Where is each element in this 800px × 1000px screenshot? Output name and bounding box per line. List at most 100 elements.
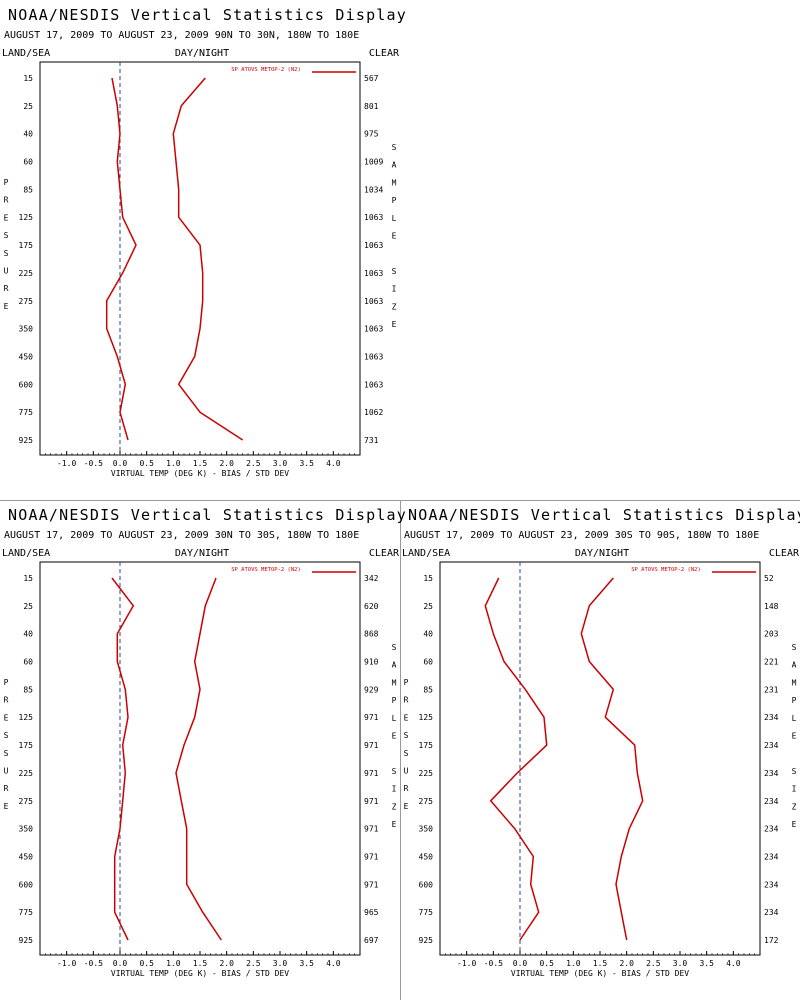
sample-size-label: 1063 <box>364 269 383 278</box>
y-axis-label-letter: R <box>4 696 9 705</box>
sample-size-label-letter: S <box>392 643 397 652</box>
sample-size-label-letter: E <box>792 732 797 741</box>
sample-size-label-letter: M <box>392 178 397 187</box>
pressure-level-label: 40 <box>423 630 433 639</box>
pressure-level-label: 15 <box>423 574 433 583</box>
x-axis-label: VIRTUAL TEMP (DEG K) - BIAS / STD DEV <box>111 969 289 978</box>
sample-size-label-letter: E <box>392 820 397 829</box>
sample-size-label: 221 <box>764 658 779 667</box>
y-axis-label-letter: S <box>4 249 9 258</box>
sample-size-label-letter: P <box>392 196 397 205</box>
x-axis-label: VIRTUAL TEMP (DEG K) - BIAS / STD DEV <box>511 969 689 978</box>
sample-size-label-letter: S <box>392 767 397 776</box>
x-tick-label: 3.0 <box>673 959 688 968</box>
sample-size-label-letter: L <box>392 214 397 223</box>
sample-size-label: 971 <box>364 713 379 722</box>
y-axis-label-letter: E <box>4 713 9 722</box>
sample-size-label: 52 <box>764 574 774 583</box>
bias-line <box>484 577 548 941</box>
y-axis-label-letter: E <box>4 302 9 311</box>
y-axis-label-letter: E <box>404 713 409 722</box>
legend-label: SP ATOVS METOP-2 (N2) <box>231 67 301 73</box>
pressure-level-label: 60 <box>23 658 33 667</box>
sample-size-label-letter: E <box>392 232 397 241</box>
pressure-level-label: 600 <box>19 380 34 389</box>
pressure-level-label: 25 <box>23 602 33 611</box>
sample-size-label: 1063 <box>364 325 383 334</box>
y-axis-label-letter: S <box>4 231 9 240</box>
pressure-level-label: 225 <box>19 769 34 778</box>
y-axis-label-letter: S <box>404 749 409 758</box>
y-axis-label-letter: U <box>404 767 409 776</box>
pressure-level-label: 775 <box>19 408 34 417</box>
x-tick-label: -0.5 <box>484 959 503 968</box>
vertical-divider <box>400 500 401 1000</box>
sample-size-label-letter: L <box>792 714 797 723</box>
sample-size-label-letter: I <box>392 785 397 794</box>
plot-frame <box>39 61 361 456</box>
x-tick-label: 1.0 <box>166 959 181 968</box>
x-tick-label: 0.0 <box>113 459 128 468</box>
sample-size-label: 231 <box>764 685 779 694</box>
sample-size-label-letter: P <box>392 696 397 705</box>
pressure-level-label: 450 <box>19 352 34 361</box>
sample-size-label: 1009 <box>364 158 383 167</box>
sample-size-label: 971 <box>364 852 379 861</box>
sample-size-label-letter: A <box>392 161 397 170</box>
sample-size-label-letter: E <box>392 320 397 329</box>
panel-30n-30s: NOAA/NESDIS Vertical Statistics Display A… <box>0 500 406 1000</box>
pressure-level-label: 350 <box>19 325 34 334</box>
pressure-level-label: 40 <box>23 130 33 139</box>
pressure-level-label: 125 <box>19 713 34 722</box>
x-tick-label: 4.0 <box>326 959 341 968</box>
pressure-level-label: 925 <box>419 936 434 945</box>
x-tick-label: 3.5 <box>699 959 714 968</box>
pressure-level-label: 450 <box>19 852 34 861</box>
x-tick-label: 2.0 <box>219 459 234 468</box>
x-tick-label: -1.0 <box>57 959 76 968</box>
pressure-level-label: 85 <box>23 685 33 694</box>
x-tick-label: 0.5 <box>139 459 154 468</box>
y-axis-label-letter: E <box>4 213 9 222</box>
sample-size-label: 971 <box>364 825 379 834</box>
header-day-night: DAY/NIGHT <box>175 48 229 59</box>
sample-size-label: 234 <box>764 852 779 861</box>
sample-size-label: 971 <box>364 797 379 806</box>
sample-size-label-letter: I <box>392 285 397 294</box>
header-clear: CLEAR <box>369 48 400 59</box>
pressure-level-label: 450 <box>419 852 434 861</box>
pressure-level-label: 600 <box>419 880 434 889</box>
pressure-level-label: 40 <box>23 630 33 639</box>
x-tick-label: 1.5 <box>193 459 208 468</box>
chart-title: NOAA/NESDIS Vertical Statistics Display <box>8 6 407 24</box>
chart-90n-30n: NOAA/NESDIS Vertical Statistics Display A… <box>2 6 406 478</box>
y-axis-label-letter: U <box>4 767 9 776</box>
sample-size-label: 965 <box>364 908 379 917</box>
pressure-level-label: 925 <box>19 436 34 445</box>
bias-line <box>111 577 135 941</box>
pressure-level-label: 175 <box>19 241 34 250</box>
sample-size-label: 1063 <box>364 352 383 361</box>
x-tick-label: -1.0 <box>457 959 476 968</box>
chart-subtitle: AUGUST 17, 2009 TO AUGUST 23, 2009 30N T… <box>4 530 359 541</box>
sample-size-label-letter: Z <box>392 302 397 311</box>
pressure-level-label: 60 <box>23 158 33 167</box>
y-axis-label-letter: R <box>4 784 9 793</box>
pressure-level-label: 775 <box>19 908 34 917</box>
pressure-level-label: 225 <box>419 769 434 778</box>
sample-size-label: 975 <box>364 130 379 139</box>
x-tick-label: -1.0 <box>57 459 76 468</box>
sample-size-label: 1034 <box>364 185 383 194</box>
header-clear: CLEAR <box>769 548 800 559</box>
plot-frame <box>39 561 361 956</box>
pressure-level-label: 275 <box>419 797 434 806</box>
header-land-sea: LAND/SEA <box>2 548 50 559</box>
pressure-level-label: 350 <box>419 825 434 834</box>
pressure-level-label: 85 <box>423 685 433 694</box>
std-dev-line <box>172 77 244 441</box>
sample-size-label: 1063 <box>364 213 383 222</box>
std-dev-line <box>175 577 222 941</box>
pressure-level-label: 25 <box>423 602 433 611</box>
sample-size-label: 148 <box>764 602 779 611</box>
sample-size-label: 971 <box>364 769 379 778</box>
